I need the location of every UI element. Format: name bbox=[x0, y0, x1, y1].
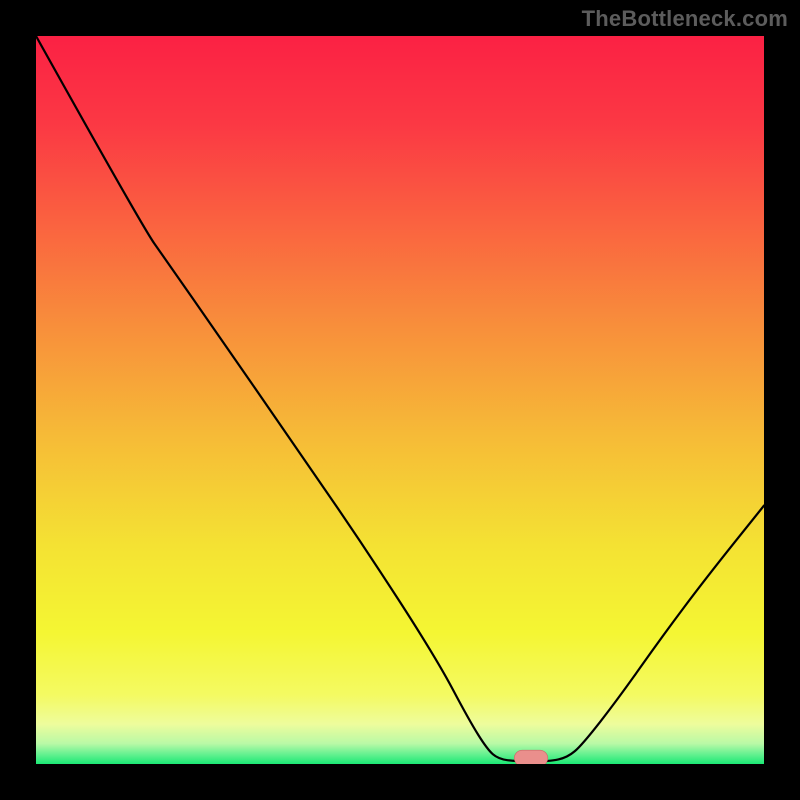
optimal-marker bbox=[514, 750, 547, 764]
watermark-text: TheBottleneck.com bbox=[582, 6, 788, 32]
bottleneck-chart bbox=[36, 36, 764, 764]
chart-background bbox=[36, 36, 764, 764]
chart-frame: { "watermark": { "text": "TheBottleneck.… bbox=[0, 0, 800, 800]
